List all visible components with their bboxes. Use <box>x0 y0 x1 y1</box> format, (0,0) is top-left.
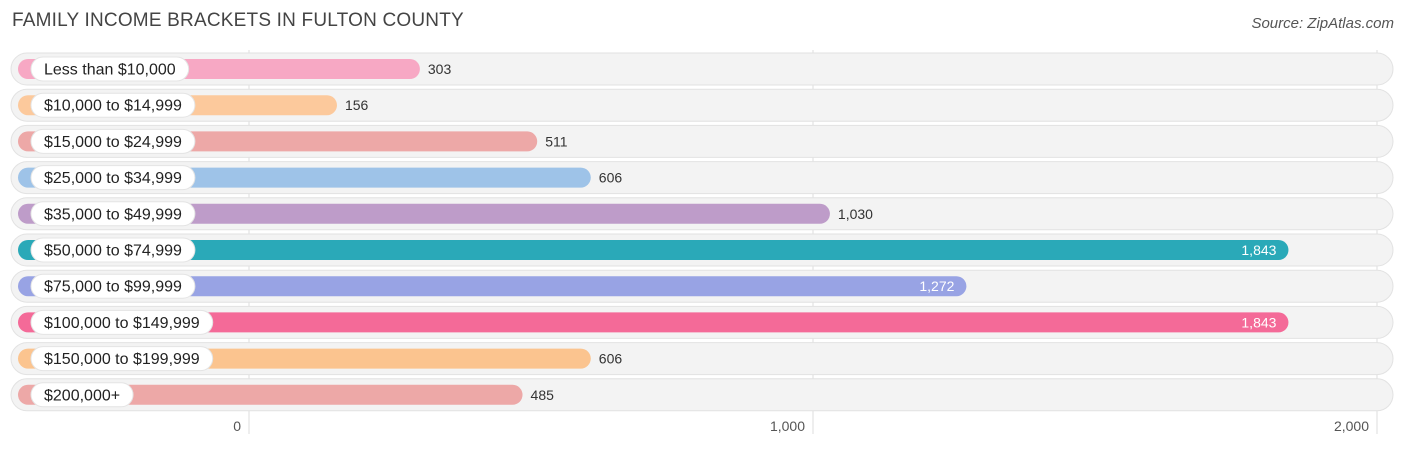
value-label: 606 <box>599 170 623 186</box>
value-label: 1,030 <box>838 206 873 222</box>
category-pill <box>30 56 190 82</box>
row-track <box>10 88 1394 122</box>
category-label: $15,000 to $24,999 <box>44 134 182 151</box>
category-label: $25,000 to $34,999 <box>44 170 182 187</box>
category-label: $50,000 to $74,999 <box>44 243 182 260</box>
category-label: $200,000+ <box>44 387 120 404</box>
value-label: 511 <box>545 133 568 149</box>
category-pill <box>30 128 196 154</box>
category-pill <box>30 346 214 372</box>
value-label: 1,843 <box>1241 314 1276 330</box>
category-pill <box>30 237 196 263</box>
bar <box>18 384 523 405</box>
category-label: $10,000 to $14,999 <box>44 98 182 115</box>
category-label: Less than $10,000 <box>44 62 176 79</box>
x-tick-label: 0 <box>233 418 241 434</box>
bar <box>18 276 967 297</box>
category-pill <box>30 309 214 335</box>
category-pill <box>30 273 196 299</box>
value-label: 303 <box>428 61 452 77</box>
category-label: $150,000 to $199,999 <box>44 351 200 368</box>
source-label: Source: ZipAtlas.com <box>1251 15 1394 32</box>
category-pill <box>30 165 196 191</box>
bar <box>18 240 1289 260</box>
value-label: 1,272 <box>919 278 954 294</box>
bar <box>18 203 830 224</box>
value-label: 1,843 <box>1241 242 1276 258</box>
x-tick-label: 2,000 <box>1334 418 1369 434</box>
category-label: $35,000 to $49,999 <box>44 206 182 223</box>
category-pill <box>30 382 134 408</box>
chart-title: FAMILY INCOME BRACKETS IN FULTON COUNTY <box>12 10 464 31</box>
bar <box>18 312 1289 333</box>
category-pill <box>30 201 196 227</box>
x-tick-label: 1,000 <box>770 418 805 434</box>
category-label: $100,000 to $149,999 <box>44 315 200 332</box>
value-label: 485 <box>531 387 555 403</box>
value-label: 606 <box>599 351 623 367</box>
category-pill <box>30 92 196 118</box>
value-label: 156 <box>345 97 369 113</box>
category-label: $75,000 to $99,999 <box>44 279 182 296</box>
